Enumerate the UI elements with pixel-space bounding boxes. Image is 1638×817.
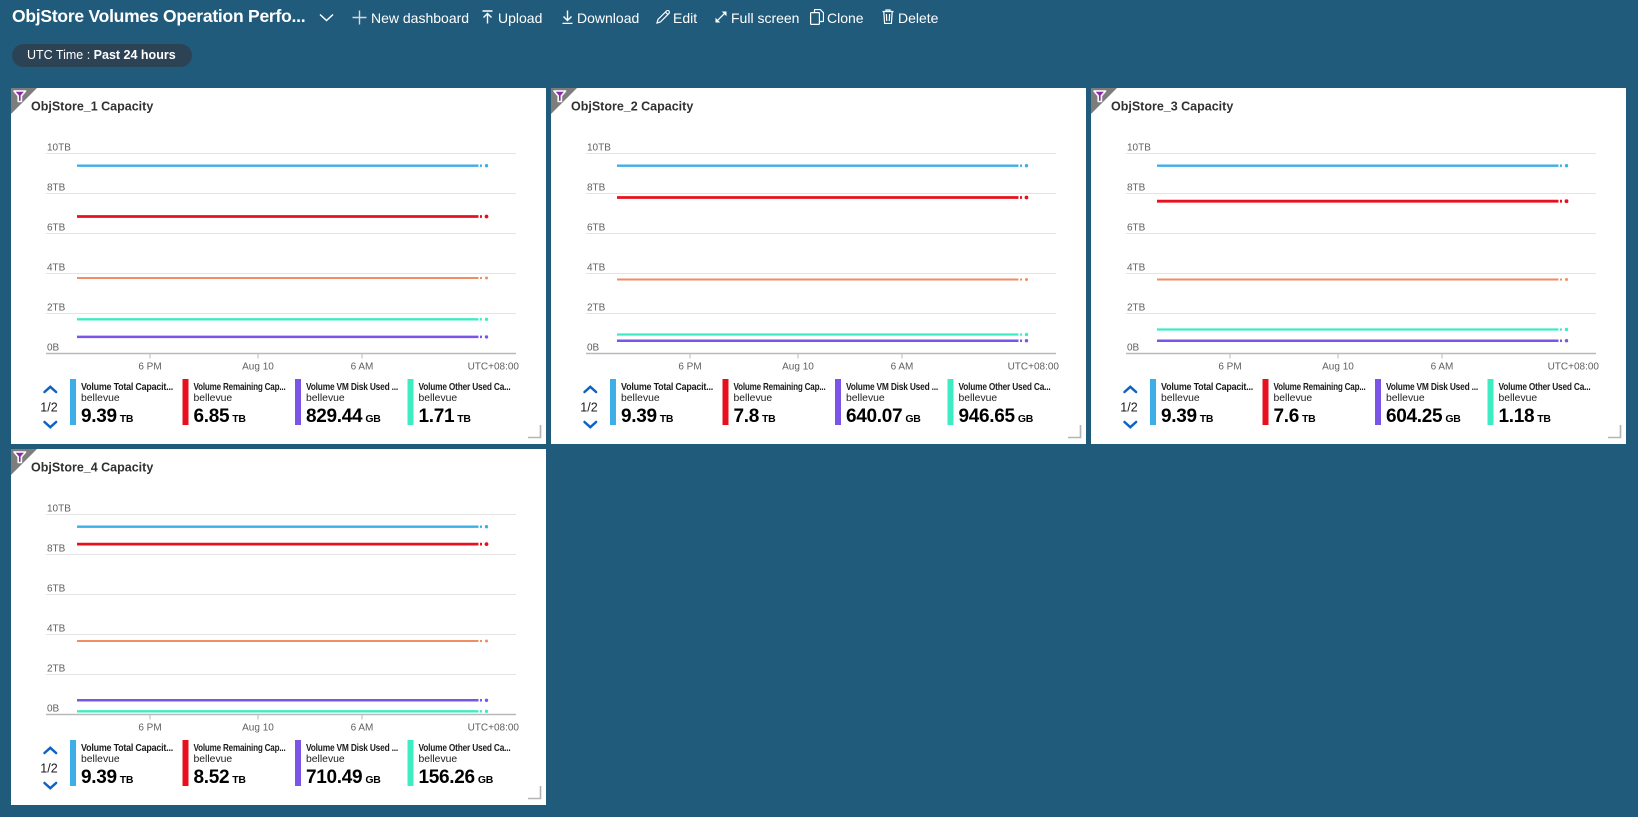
svg-text:bellevue: bellevue [194, 393, 233, 404]
svg-text:bellevue: bellevue [959, 393, 998, 404]
svg-text:UTC+08:00: UTC+08:00 [468, 722, 520, 733]
svg-text:bellevue: bellevue [419, 393, 458, 404]
svg-text:bellevue: bellevue [1161, 393, 1200, 404]
svg-text:UTC+08:00: UTC+08:00 [1548, 362, 1600, 373]
svg-text:6 PM: 6 PM [678, 362, 701, 373]
svg-text:UTC+08:00: UTC+08:00 [1008, 362, 1060, 373]
svg-text:Volume Total Capacit...: Volume Total Capacit... [621, 382, 713, 393]
svg-text:bellevue: bellevue [846, 393, 885, 404]
svg-text:7.8TB: 7.8 TB [734, 406, 777, 427]
svg-text:bellevue: bellevue [1274, 393, 1313, 404]
svg-text:Volume Total Capacit...: Volume Total Capacit... [81, 743, 173, 754]
svg-text:bellevue: bellevue [306, 393, 345, 404]
svg-text:6 PM: 6 PM [138, 722, 161, 733]
svg-text:6TB: 6TB [47, 223, 66, 234]
svg-text:4TB: 4TB [47, 623, 66, 634]
svg-text:8TB: 8TB [587, 183, 606, 194]
svg-text:Volume Remaining Cap...: Volume Remaining Cap... [194, 382, 286, 393]
svg-text:ObjStore_2 Capacity: ObjStore_2 Capacity [571, 100, 693, 114]
svg-text:8TB: 8TB [47, 543, 66, 554]
svg-text:10TB: 10TB [47, 143, 71, 154]
svg-text:bellevue: bellevue [194, 754, 233, 765]
svg-text:0B: 0B [47, 703, 60, 714]
svg-text:6 AM: 6 AM [891, 362, 914, 373]
svg-text:Aug 10: Aug 10 [242, 722, 274, 733]
svg-text:bellevue: bellevue [419, 754, 458, 765]
svg-text:Volume Remaining Cap...: Volume Remaining Cap... [734, 382, 826, 393]
svg-text:Volume VM Disk Used ...: Volume VM Disk Used ... [1386, 382, 1478, 393]
svg-text:2TB: 2TB [1127, 303, 1146, 314]
svg-text:Volume Other Used Ca...: Volume Other Used Ca... [419, 382, 511, 393]
svg-text:ObjStore_3 Capacity: ObjStore_3 Capacity [1111, 100, 1233, 114]
svg-text:Volume Other Used Ca...: Volume Other Used Ca... [1499, 382, 1591, 393]
svg-text:2TB: 2TB [47, 303, 66, 314]
svg-text:Aug 10: Aug 10 [1322, 362, 1354, 373]
svg-text:10TB: 10TB [47, 503, 71, 514]
svg-text:Volume VM Disk Used ...: Volume VM Disk Used ... [306, 382, 398, 393]
svg-text:0B: 0B [47, 343, 60, 354]
svg-text:8TB: 8TB [1127, 183, 1146, 194]
svg-text:bellevue: bellevue [81, 393, 120, 404]
svg-text:ObjStore_4 Capacity: ObjStore_4 Capacity [31, 460, 153, 474]
svg-text:Volume Other Used Ca...: Volume Other Used Ca... [419, 743, 511, 754]
svg-text:0B: 0B [587, 343, 600, 354]
svg-text:6TB: 6TB [1127, 223, 1146, 234]
svg-text:1/2: 1/2 [40, 401, 57, 415]
svg-text:7.6TB: 7.6 TB [1274, 406, 1317, 427]
svg-text:Volume VM Disk Used ...: Volume VM Disk Used ... [846, 382, 938, 393]
svg-text:2TB: 2TB [47, 663, 66, 674]
svg-text:10TB: 10TB [587, 143, 611, 154]
svg-text:10TB: 10TB [1127, 143, 1151, 154]
svg-text:6 AM: 6 AM [351, 722, 374, 733]
svg-text:bellevue: bellevue [621, 393, 660, 404]
svg-text:Volume Remaining Cap...: Volume Remaining Cap... [194, 743, 286, 754]
svg-text:Volume Remaining Cap...: Volume Remaining Cap... [1274, 382, 1366, 393]
svg-text:Volume VM Disk Used ...: Volume VM Disk Used ... [306, 743, 398, 754]
svg-text:6 AM: 6 AM [351, 362, 374, 373]
svg-text:bellevue: bellevue [306, 754, 345, 765]
svg-text:0B: 0B [1127, 343, 1140, 354]
svg-text:2TB: 2TB [587, 303, 606, 314]
svg-text:bellevue: bellevue [1386, 393, 1425, 404]
svg-text:bellevue: bellevue [734, 393, 773, 404]
svg-text:1/2: 1/2 [1120, 401, 1137, 415]
svg-text:6 AM: 6 AM [1431, 362, 1454, 373]
svg-text:bellevue: bellevue [1499, 393, 1538, 404]
svg-text:Aug 10: Aug 10 [242, 362, 274, 373]
svg-text:1/2: 1/2 [580, 401, 597, 415]
svg-text:6TB: 6TB [47, 583, 66, 594]
svg-text:1/2: 1/2 [40, 761, 57, 775]
svg-text:Volume Total Capacit...: Volume Total Capacit... [1161, 382, 1253, 393]
svg-text:Volume Total Capacit...: Volume Total Capacit... [81, 382, 173, 393]
svg-text:UTC+08:00: UTC+08:00 [468, 362, 520, 373]
svg-text:Volume Other Used Ca...: Volume Other Used Ca... [959, 382, 1051, 393]
svg-text:4TB: 4TB [587, 263, 606, 274]
svg-text:ObjStore_1 Capacity: ObjStore_1 Capacity [31, 100, 153, 114]
svg-text:6 PM: 6 PM [138, 362, 161, 373]
svg-text:8TB: 8TB [47, 183, 66, 194]
svg-text:4TB: 4TB [47, 263, 66, 274]
svg-text:bellevue: bellevue [81, 754, 120, 765]
svg-text:6 PM: 6 PM [1218, 362, 1241, 373]
svg-text:6TB: 6TB [587, 223, 606, 234]
svg-text:Aug 10: Aug 10 [782, 362, 814, 373]
svg-text:4TB: 4TB [1127, 263, 1146, 274]
